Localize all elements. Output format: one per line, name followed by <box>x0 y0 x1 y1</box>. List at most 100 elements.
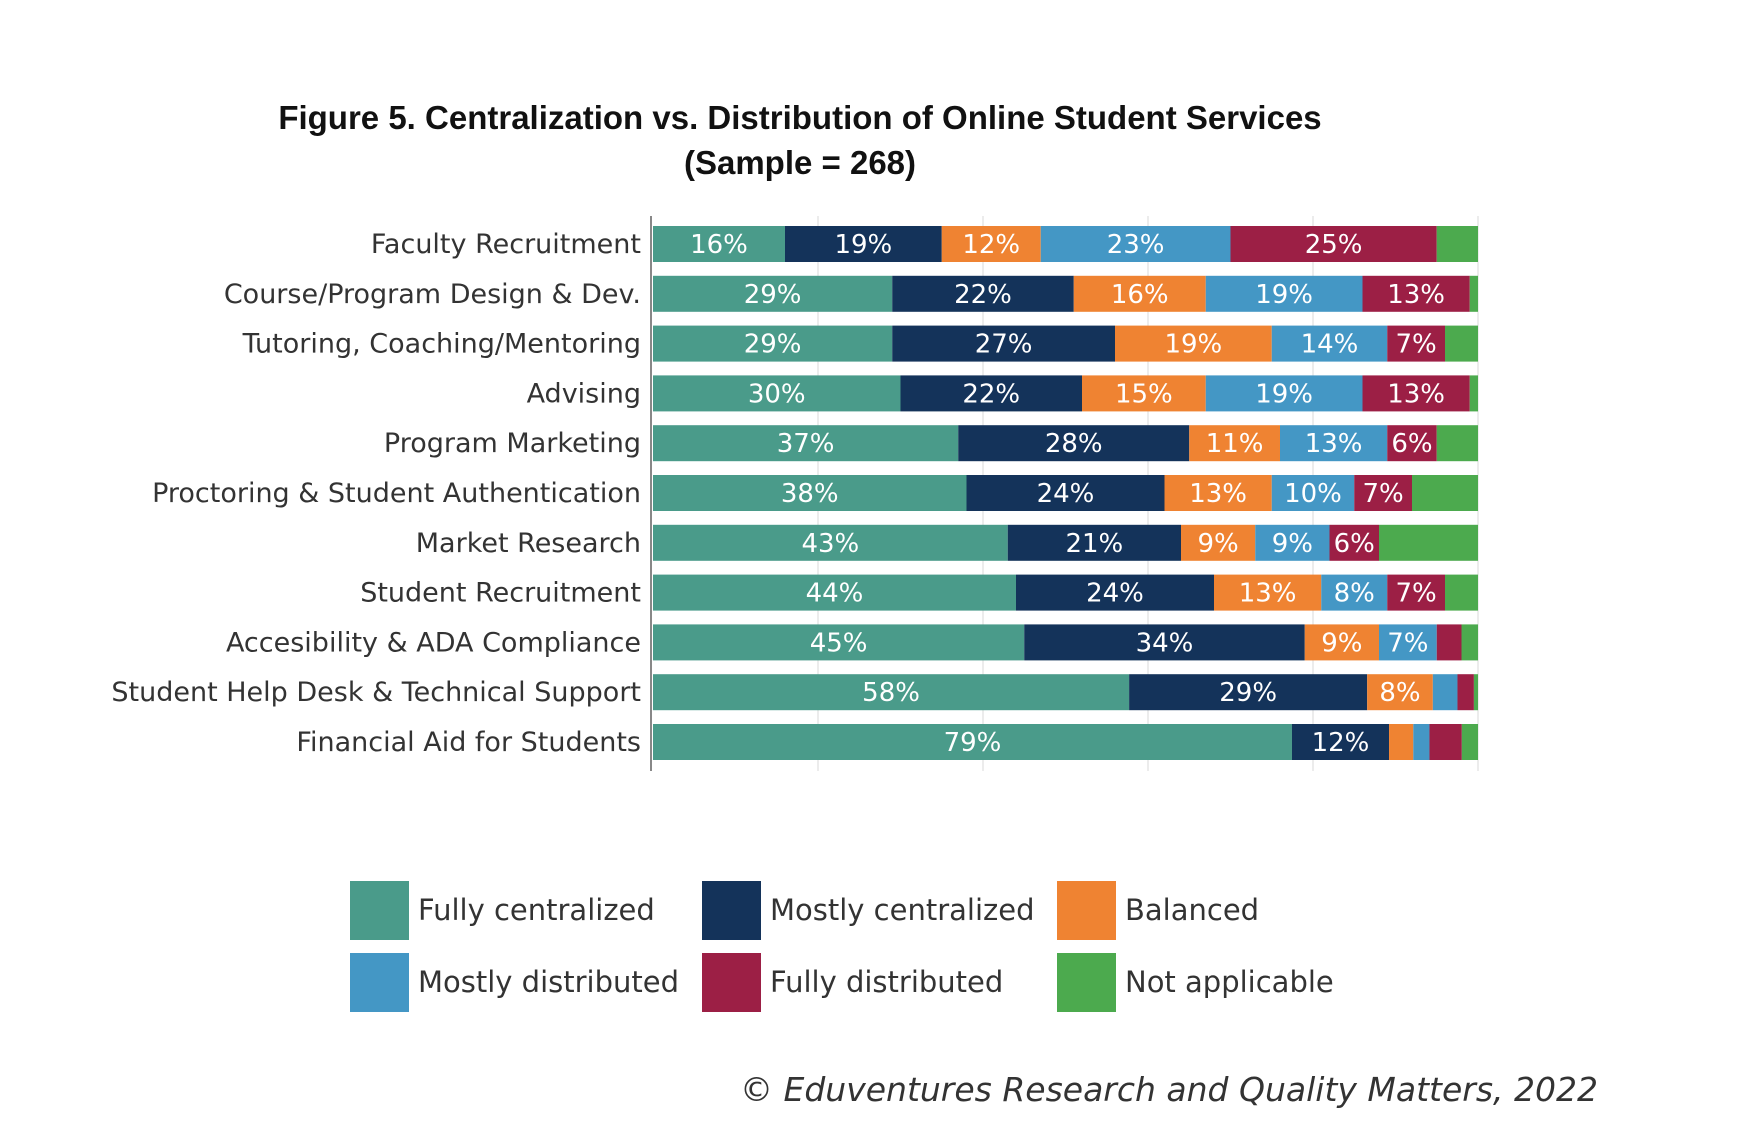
bar-segments <box>653 226 1478 760</box>
data-label: 9% <box>1198 529 1239 559</box>
bar-segment <box>1413 724 1430 760</box>
data-label: 25% <box>1305 230 1363 260</box>
bar-segment <box>1073 275 1206 312</box>
bar-segment <box>1082 375 1206 412</box>
bar-segment <box>1189 425 1280 462</box>
bar-segment <box>1214 574 1322 611</box>
bar-segment <box>892 275 1074 312</box>
data-label: 19% <box>1164 330 1222 360</box>
legend-swatch <box>350 880 409 940</box>
bar-segment <box>1436 425 1478 462</box>
bar-segment <box>892 325 1115 362</box>
data-label: 23% <box>1107 230 1165 260</box>
legend-item: Balanced <box>1057 880 1259 940</box>
bar-segment <box>1255 524 1330 561</box>
data-label: 38% <box>781 479 839 509</box>
data-label: 13% <box>1189 479 1247 509</box>
bar-segment <box>1280 425 1388 462</box>
bar-segment <box>653 226 785 262</box>
bar-segment <box>653 425 959 462</box>
bar-segment <box>653 724 1292 760</box>
segment-labels: 16% 19% 12% 23% 25% 29% 22% 16% 19% 13% 29% 27% 19% 1… <box>690 230 1445 758</box>
legend-swatch <box>1057 880 1116 940</box>
chart-title-line-2: (Sample = 268) <box>683 144 917 181</box>
bar-segment <box>1354 475 1412 511</box>
category-label: Program Marketing <box>384 428 641 459</box>
data-label: 44% <box>806 579 864 609</box>
data-label: 29% <box>1219 678 1277 708</box>
category-label: Market Research <box>416 528 641 559</box>
data-label: 19% <box>834 230 892 260</box>
bar-segment <box>1016 574 1214 611</box>
bar-segment <box>1445 325 1478 362</box>
data-label: 34% <box>1136 628 1194 658</box>
data-label: 8% <box>1379 678 1420 708</box>
data-label: 37% <box>777 429 835 459</box>
bar-segment <box>1181 524 1256 561</box>
bar-segment <box>1362 275 1470 312</box>
copyright-credit: © Eduventures Research and Quality Matte… <box>740 1070 1598 1109</box>
data-label: 43% <box>801 529 859 559</box>
bar-segment <box>1379 624 1437 661</box>
bar-segment <box>785 226 942 262</box>
category-label: Tutoring, Coaching/Mentoring <box>242 329 641 360</box>
category-label: Student Recruitment <box>360 578 641 609</box>
legend-item: Mostly distributed <box>350 952 679 1012</box>
bar-segment <box>1304 624 1379 661</box>
category-label: Accesibility & ADA Compliance <box>226 627 641 658</box>
bar-segment <box>1230 226 1437 262</box>
bar-segment <box>653 524 1008 561</box>
data-label: 12% <box>1312 728 1370 758</box>
bar-segment <box>653 674 1130 711</box>
legend-label: Fully centralized <box>418 893 655 927</box>
bar-segment <box>1429 724 1462 760</box>
category-label: Course/Program Design & Dev. <box>224 279 641 310</box>
data-label: 19% <box>1255 280 1313 310</box>
data-label: 29% <box>744 330 802 360</box>
bar-segment <box>966 475 1165 511</box>
legend-swatch <box>350 952 409 1012</box>
data-label: 7% <box>1363 479 1404 509</box>
bar-segment <box>1271 475 1355 511</box>
data-label: 7% <box>1396 579 1437 609</box>
data-label: 24% <box>1037 479 1095 509</box>
data-label: 27% <box>975 330 1033 360</box>
category-label: Proctoring & Student Authentication <box>152 478 641 509</box>
bar-segment <box>1473 674 1478 711</box>
bar-segment <box>1164 475 1272 511</box>
bar-segment <box>1412 475 1478 511</box>
data-label: 10% <box>1284 479 1342 509</box>
legend-swatch <box>702 880 761 940</box>
bar-segment <box>1271 325 1388 362</box>
chart-title: Figure 5. Centralization vs. Distributio… <box>200 95 1400 185</box>
data-label: 6% <box>1334 529 1375 559</box>
data-label: 21% <box>1065 529 1123 559</box>
bar-segment <box>653 624 1025 661</box>
bar-segment <box>941 226 1041 262</box>
bar-segment <box>653 475 967 511</box>
data-label: 12% <box>962 230 1020 260</box>
bar-segment <box>1362 375 1470 412</box>
data-label: 13% <box>1387 280 1445 310</box>
bar-segment <box>1387 574 1445 611</box>
bar-segment <box>1367 674 1433 711</box>
data-label: 22% <box>962 379 1020 409</box>
bar-segment <box>1040 226 1231 262</box>
data-label: 19% <box>1255 379 1313 409</box>
bar-segment <box>1291 724 1390 760</box>
category-label: Student Help Desk & Technical Support <box>111 677 641 708</box>
bar-segment <box>1469 275 1478 312</box>
bar-segment <box>1205 275 1363 312</box>
bar-segment <box>653 325 893 362</box>
bar-segment <box>1432 674 1458 711</box>
bar-segment <box>1469 375 1478 412</box>
data-label: 7% <box>1387 628 1428 658</box>
bar-segment <box>1321 574 1388 611</box>
data-label: 58% <box>862 678 920 708</box>
bar-segment <box>1115 325 1272 362</box>
data-label: 14% <box>1301 330 1359 360</box>
data-label: 79% <box>944 728 1002 758</box>
data-label: 9% <box>1272 529 1313 559</box>
data-label: 9% <box>1321 628 1362 658</box>
data-label: 6% <box>1391 429 1432 459</box>
